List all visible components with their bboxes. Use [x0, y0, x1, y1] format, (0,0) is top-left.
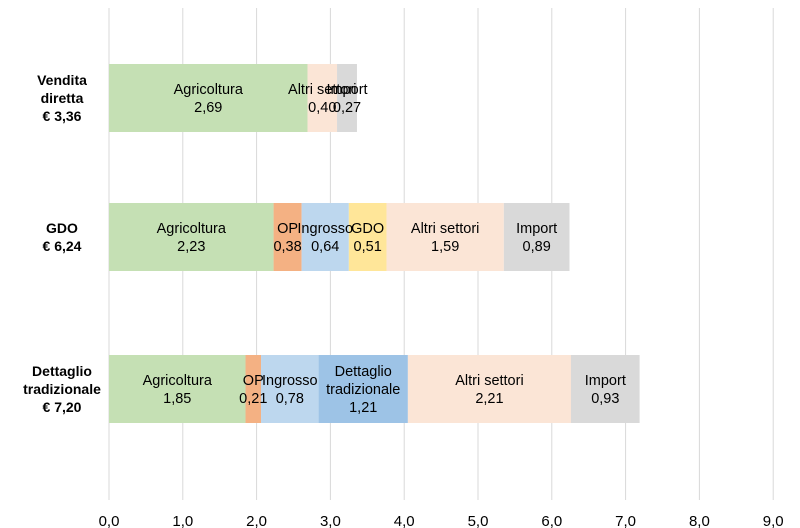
bar-segment-dettaglio-tradizionale [318, 355, 408, 423]
segment-label-import: Import 0,27 [326, 82, 367, 116]
bar-segment-agricoltura [109, 64, 308, 132]
x-axis-tick-labels: 0,0 1,0 2,0 3,0 4,0 5,0 6,0 7,0 8,0 9,0 [99, 513, 784, 528]
segment-label-gdo: GDO 0,51 [351, 221, 384, 255]
x-tick-label: 1,0 [172, 513, 193, 528]
segment-label-op: OP 0,38 [273, 221, 301, 255]
x-tick-label: 0,0 [99, 513, 120, 528]
bar-segment-agricoltura [109, 203, 274, 271]
x-tick-label: 6,0 [541, 513, 562, 528]
bar-segment-altri-settori [386, 203, 504, 271]
segment-label-import: Import 0,89 [516, 221, 557, 255]
bar-segment-gdo [348, 203, 387, 271]
segment-label-ingrosso: Ingrosso 0,78 [262, 373, 318, 407]
category-label: Vendita diretta € 3,36 [37, 72, 87, 124]
bar-segment-ingrosso [301, 203, 349, 271]
x-tick-label: 7,0 [615, 513, 636, 528]
segment-label-agricoltura: Agricoltura 2,69 [174, 82, 244, 116]
segment-label-op: OP 0,21 [239, 373, 267, 407]
x-tick-label: 4,0 [394, 513, 415, 528]
category-label: Dettaglio tradizionale € 7,20 [23, 363, 101, 415]
segment-label-agricoltura: Agricoltura 2,23 [157, 221, 227, 255]
segment-label-dettaglio-tradizionale: Dettaglio tradizionale 1,21 [326, 364, 400, 416]
x-tick-label: 2,0 [246, 513, 267, 528]
bar-segment-altri-settori [407, 355, 571, 423]
x-tick-label: 9,0 [763, 513, 784, 528]
bar-segment-altri-settori [307, 64, 338, 132]
bar-segment-import [337, 64, 357, 132]
segment-label-agricoltura: Agricoltura 1,85 [143, 373, 213, 407]
segment-label-altri-settori: Altri settori 0,40 [288, 82, 357, 116]
bar-segment-import [503, 203, 570, 271]
bar-segment-op [273, 203, 302, 271]
category-labels: Vendita diretta € 3,36 GDO € 6,24 Dettaglio tr… [23, 72, 101, 415]
segment-label-ingrosso: Ingrosso 0,64 [297, 221, 353, 255]
segment-label-altri-settori: Altri settori 2,21 [455, 373, 524, 407]
bars [109, 64, 640, 423]
x-tick-label: 8,0 [689, 513, 710, 528]
category-label: GDO € 6,24 [43, 220, 82, 254]
bar-segment-ingrosso [261, 355, 319, 423]
bar-segment-agricoltura [109, 355, 246, 423]
x-tick-label: 5,0 [468, 513, 489, 528]
segment-label-import: Import 0,93 [585, 373, 626, 407]
x-tick-label: 3,0 [320, 513, 341, 528]
segment-label-altri-settori: Altri settori 1,59 [411, 221, 480, 255]
bar-segment-op [245, 355, 262, 423]
bar-segment-import [570, 355, 640, 423]
